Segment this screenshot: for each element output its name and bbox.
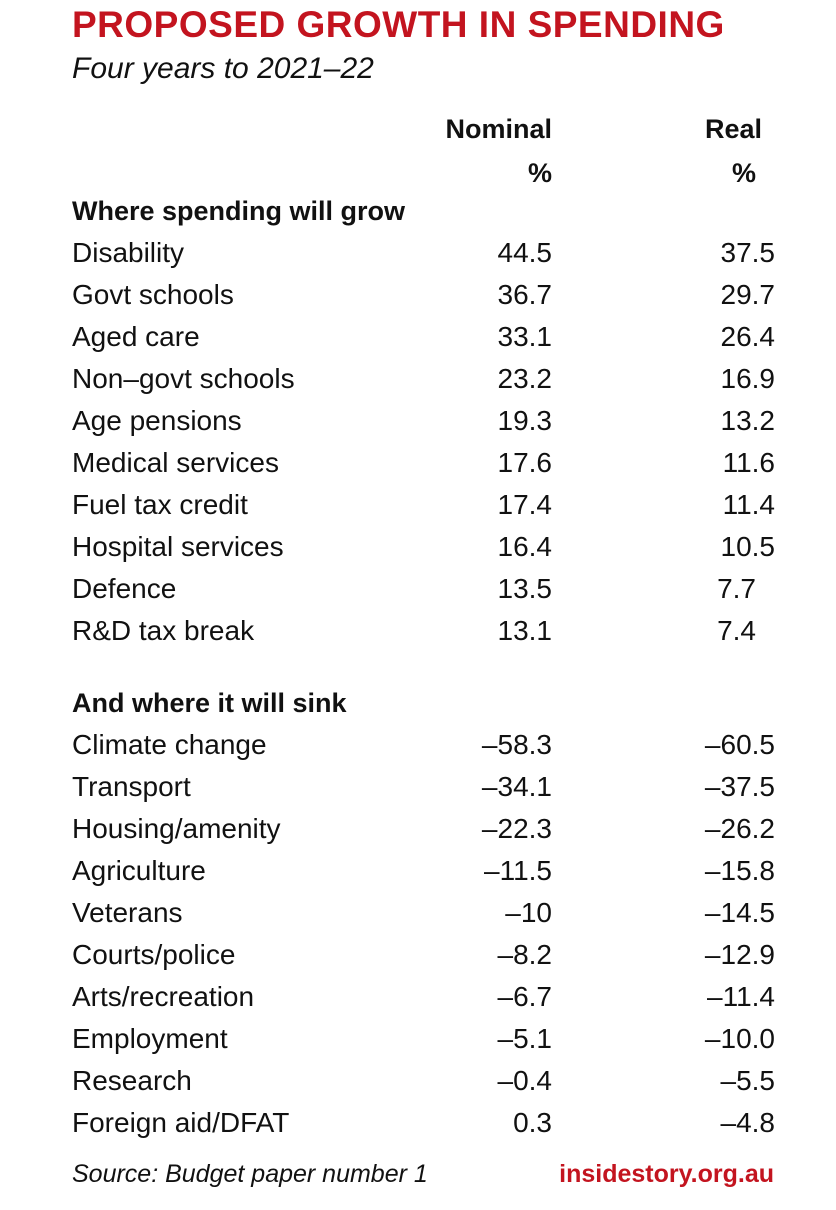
real-value: –37.5	[704, 771, 775, 802]
table-row: Agriculture –11.5 –15.8	[0, 855, 836, 895]
row-label: Housing/amenity	[72, 813, 281, 844]
nominal-value: –5.1	[497, 1023, 553, 1054]
source-note: Source: Budget paper number 1	[72, 1160, 428, 1188]
table-row: Transport –34.1 –37.5	[0, 771, 836, 811]
real-value: –11.4	[707, 981, 775, 1012]
nominal-value: 17.4	[497, 489, 553, 520]
table-row: Courts/police –8.2 –12.9	[0, 939, 836, 979]
nominal-value: –22.3	[481, 813, 552, 844]
page-subtitle: Four years to 2021–22	[72, 52, 374, 85]
real-value: –10.0	[704, 1023, 775, 1054]
row-label: Fuel tax credit	[72, 489, 248, 520]
row-label: Aged care	[72, 321, 200, 352]
nominal-value: 44.5	[497, 237, 553, 268]
row-label: Foreign aid/DFAT	[72, 1107, 290, 1138]
table-row: Climate change –58.3 –60.5	[0, 729, 836, 769]
row-label: Hospital services	[72, 531, 284, 562]
section-heading-sink: And where it will sink	[72, 688, 347, 718]
nominal-value: 0.3	[513, 1107, 552, 1138]
table-row: Age pensions 19.3 13.2	[0, 405, 836, 445]
row-label: Veterans	[72, 897, 183, 928]
table-row: Research –0.4 –5.5	[0, 1065, 836, 1105]
nominal-value: –0.4	[497, 1065, 553, 1096]
nominal-value: 23.2	[497, 363, 553, 394]
real-value: –26.2	[704, 813, 775, 844]
table-row: Govt schools 36.7 29.7	[0, 279, 836, 319]
table-row: Aged care 33.1 26.4	[0, 321, 836, 361]
real-value: –60.5	[704, 729, 775, 760]
row-label: Age pensions	[72, 405, 242, 436]
row-label: Employment	[72, 1023, 228, 1054]
table-row: R&D tax break 13.1 7.4	[0, 615, 836, 655]
column-unit-real: %	[731, 158, 756, 188]
table-row: Medical services 17.6 11.6	[0, 447, 836, 487]
nominal-value: 36.7	[497, 279, 553, 310]
row-label: Research	[72, 1065, 192, 1096]
real-value: 37.5	[720, 237, 776, 268]
table-row: Non–govt schools 23.2 16.9	[0, 363, 836, 403]
row-label: Climate change	[72, 729, 267, 760]
row-label: Transport	[72, 771, 191, 802]
nominal-value: –6.7	[497, 981, 553, 1012]
row-label: Arts/recreation	[72, 981, 255, 1012]
nominal-value: –8.2	[497, 939, 553, 970]
real-value: 7.7	[717, 573, 756, 604]
nominal-value: 13.1	[497, 615, 553, 646]
nominal-value: –11.5	[484, 855, 552, 886]
nominal-value: 13.5	[497, 573, 553, 604]
table-row: Veterans –10 –14.5	[0, 897, 836, 937]
real-value: –14.5	[704, 897, 775, 928]
real-value: 13.2	[720, 405, 776, 436]
table-row: Fuel tax credit 17.4 11.4	[0, 489, 836, 529]
real-value: 16.9	[720, 363, 776, 394]
real-value: –4.8	[720, 1107, 776, 1138]
nominal-value: –34.1	[481, 771, 552, 802]
row-label: Disability	[72, 237, 185, 268]
table-row: Employment –5.1 –10.0	[0, 1023, 836, 1063]
row-label: Govt schools	[72, 279, 234, 310]
nominal-value: –10	[505, 897, 552, 928]
section-heading-grow: Where spending will grow	[72, 196, 406, 226]
nominal-value: 17.6	[497, 447, 553, 478]
real-value: 7.4	[717, 615, 756, 646]
column-unit-nominal: %	[527, 158, 552, 188]
row-label: R&D tax break	[72, 615, 255, 646]
row-label: Non–govt schools	[72, 363, 295, 394]
real-value: 10.5	[720, 531, 776, 562]
nominal-value: 19.3	[497, 405, 553, 436]
table-row: Arts/recreation –6.7 –11.4	[0, 981, 836, 1021]
nominal-value: 16.4	[497, 531, 553, 562]
real-value: 26.4	[720, 321, 776, 352]
row-label: Courts/police	[72, 939, 236, 970]
real-value: –12.9	[704, 939, 775, 970]
row-label: Medical services	[72, 447, 279, 478]
table-row: Defence 13.5 7.7	[0, 573, 836, 613]
table-row: Hospital services 16.4 10.5	[0, 531, 836, 571]
row-label: Agriculture	[72, 855, 206, 886]
row-label: Defence	[72, 573, 177, 604]
column-header-nominal: Nominal	[445, 114, 552, 144]
table-row: Housing/amenity –22.3 –26.2	[0, 813, 836, 853]
table-row: Foreign aid/DFAT 0.3 –4.8	[0, 1107, 836, 1147]
nominal-value: 33.1	[497, 321, 553, 352]
column-header-real: Real	[704, 114, 762, 144]
real-value: –15.8	[704, 855, 775, 886]
real-value: 11.4	[722, 489, 775, 520]
real-value: 29.7	[720, 279, 776, 310]
brand-logo-text: insidestory.org.au	[559, 1160, 774, 1188]
real-value: –5.5	[720, 1065, 776, 1096]
nominal-value: –58.3	[481, 729, 552, 760]
real-value: 11.6	[722, 447, 775, 478]
page-title: PROPOSED GROWTH IN SPENDING	[72, 4, 725, 45]
table-row: Disability 44.5 37.5	[0, 237, 836, 277]
